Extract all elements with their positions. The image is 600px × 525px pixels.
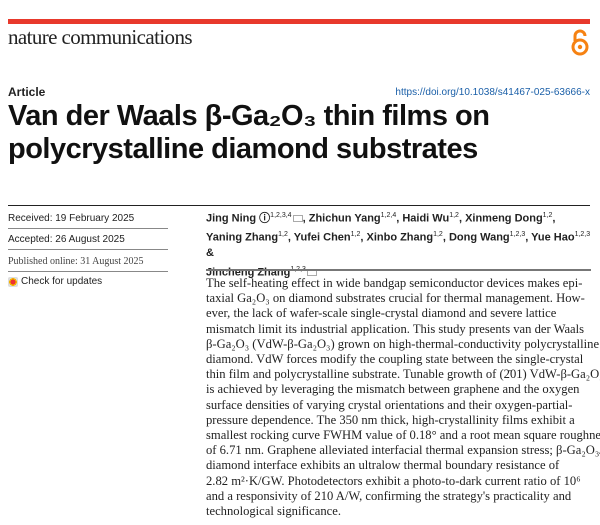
- abstract-line: pressure dependence. The 350 nm thick, h…: [206, 412, 575, 427]
- article-title: Van der Waals β-Ga₂O₃ thin films on poly…: [8, 100, 490, 166]
- orcid-icon[interactable]: ⓘ: [256, 212, 271, 225]
- abstract-line: smallest rocking curve FWHM value of 0.1…: [206, 428, 600, 443]
- affiliation-numbers: 1,2,3: [574, 231, 591, 239]
- abstract-line: The self-heating effect in wide bandgap …: [206, 276, 583, 290]
- article-type: Article: [8, 85, 46, 99]
- crossmark-icon: [8, 276, 18, 287]
- author-name[interactable]: Dong Wang: [448, 231, 510, 244]
- received-date: Received: 19 February 2025: [8, 209, 168, 229]
- author-name[interactable]: Yufei Chen: [293, 231, 351, 244]
- affiliation-numbers: 1,2: [433, 231, 443, 239]
- abstract-line: of 6.71 nm. Graphene alleviated interfac…: [206, 443, 600, 458]
- abstract-line: technological significance.: [206, 504, 341, 519]
- abstract-line: diamond interface exhibits an ultralow t…: [206, 458, 560, 473]
- affiliation-numbers: 1,2: [542, 212, 553, 219]
- author-name[interactable]: Yaning Zhang: [206, 231, 279, 244]
- author-name[interactable]: Haidi Wu: [402, 212, 450, 225]
- abstract-line: and a responsivity of 210 A/W, confirmin…: [206, 488, 572, 503]
- abstract-line: diamond. VdW forces modify the coupling …: [206, 352, 584, 367]
- published-date: Published online: 31 August 2025: [8, 252, 168, 272]
- title-line: polycrystalline diamond substrates: [8, 133, 478, 165]
- abstract-line: ever, the lack of wafer-scale single-cry…: [206, 306, 557, 321]
- author-name[interactable]: Xinbo Zhang: [366, 231, 434, 244]
- affiliation-numbers: 1,2: [350, 231, 361, 239]
- doi-link[interactable]: https://doi.org/10.1038/s41467-025-63666…: [395, 87, 590, 98]
- open-access-lock-icon[interactable]: [570, 28, 590, 56]
- check-for-updates-label: Check for updates: [21, 276, 103, 287]
- author-name[interactable]: Yue Hao: [531, 231, 575, 244]
- affiliation-numbers: 1,2,3,4: [270, 212, 292, 219]
- abstract: The self-heating effect in wide bandgap …: [206, 276, 600, 519]
- journal-name: nature communications: [8, 25, 193, 49]
- abstract-line: is achieved by leveraging the mismatch b…: [206, 382, 580, 397]
- abstract-line: surface densities of varying crystal ori…: [206, 397, 573, 412]
- author-name[interactable]: Jing Ning: [206, 212, 257, 225]
- author-name[interactable]: Zhichun Yang: [308, 212, 381, 225]
- title-line: Van der Waals β-Ga₂O₃ thin films on: [8, 100, 490, 132]
- divider: [8, 205, 590, 206]
- abstract-line: taxial Ga₂O₃ on diamond substrates cruci…: [206, 291, 585, 306]
- affiliation-numbers: 1,2,4: [380, 212, 397, 219]
- abstract-line: mismatch limit its industrial applicatio…: [206, 321, 585, 336]
- divider: [206, 269, 591, 271]
- brand-bar: [8, 19, 590, 24]
- abstract-line: 2.82 m²·K/GW. Photodetectors exhibit a p…: [206, 473, 581, 488]
- affiliation-numbers: 1,2: [278, 231, 288, 239]
- email-icon[interactable]: [292, 215, 303, 223]
- abstract-line: thin film and polycrystalline substrate.…: [206, 367, 600, 382]
- check-for-updates-button[interactable]: Check for updates: [8, 276, 102, 287]
- accepted-date: Accepted: 26 August 2025: [8, 230, 168, 250]
- author-name[interactable]: Xinmeng Dong: [465, 212, 543, 225]
- affiliation-numbers: 1,2: [449, 212, 459, 219]
- affiliation-numbers: 1,2,3: [509, 231, 526, 239]
- abstract-line: β-Ga₂O₃ (VdW-β-Ga₂O₃) grown on high-ther…: [206, 336, 600, 351]
